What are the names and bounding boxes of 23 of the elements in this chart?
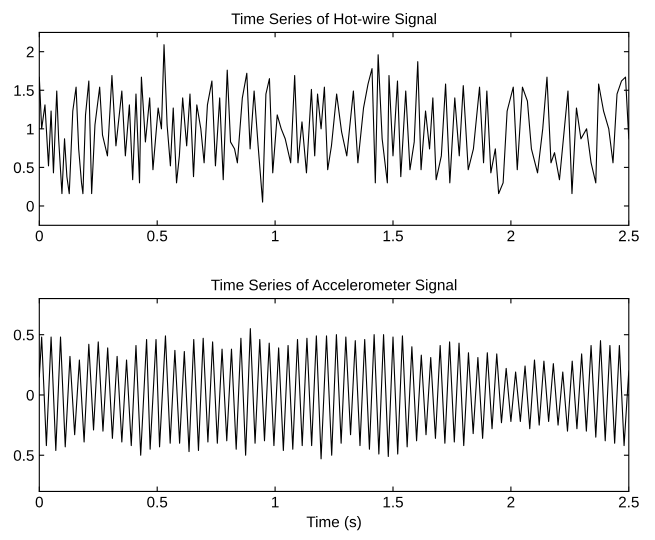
- y-tick-label: 1: [27, 124, 34, 134]
- x-tick-label: 1.5: [384, 496, 403, 508]
- chart-title: Time Series of Accelerometer Signal: [211, 279, 456, 294]
- y-tick-label: 2: [26, 46, 34, 58]
- x-tick-label: 0.5: [147, 230, 168, 242]
- x-tick-label: 2: [507, 230, 514, 242]
- x-tick-label: 1: [272, 230, 279, 242]
- x-tick-label: 2.5: [618, 230, 639, 242]
- y-tick-label: 1.5: [14, 85, 34, 96]
- x-tick-label: 0: [36, 230, 43, 242]
- x-tick-label: 1: [272, 496, 279, 508]
- x-tick-label: 1.5: [384, 230, 403, 242]
- x-tick-label: 0.5: [147, 496, 168, 508]
- y-tick-label: 0.5: [14, 330, 34, 340]
- x-axis-title: Time (s): [306, 516, 361, 530]
- x-tick-label: 0: [36, 496, 43, 508]
- y-tick-label: 0.5: [14, 162, 34, 174]
- x-tick-label: 2: [507, 496, 514, 508]
- chart-title: Time Series of Hot-wire Signal: [232, 12, 436, 28]
- y-tick-label: 0.5: [14, 450, 34, 461]
- x-tick-label: 2.5: [618, 496, 639, 508]
- y-tick-label: 0: [26, 390, 34, 401]
- y-tick-label: 0: [26, 200, 34, 212]
